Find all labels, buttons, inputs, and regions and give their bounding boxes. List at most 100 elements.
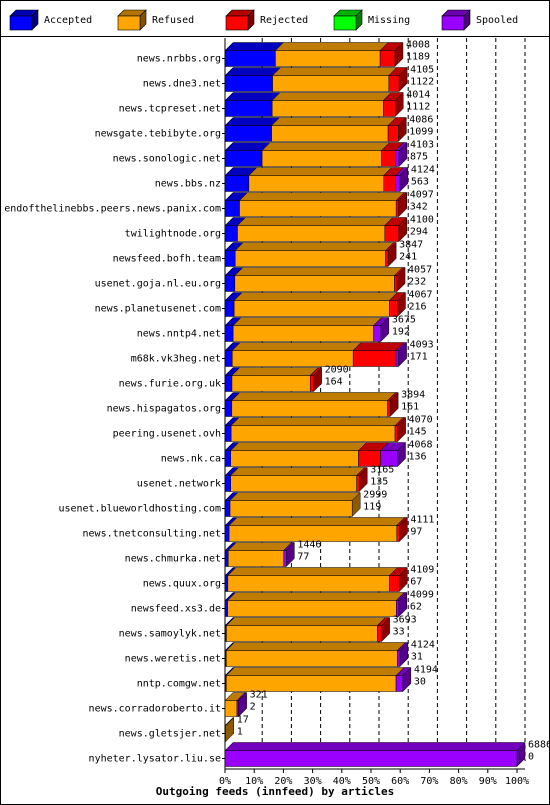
accepted-label: 62 [410,602,422,613]
accepted-label: 192 [392,327,410,338]
bar-top [225,617,386,626]
bar-front [224,450,232,467]
bar-front [395,175,401,192]
bar-segment [388,66,408,93]
bar-front [389,300,398,317]
bar-front [352,350,397,367]
x-tick-label: 100% [505,776,529,787]
accepted-label: 33 [393,627,405,638]
bar-front [227,575,390,592]
bar-segment [225,616,386,643]
bar-segment [233,291,399,318]
total-label: 4093 [410,340,434,351]
bar-front [383,175,396,192]
bar-front [381,150,396,167]
accepted-label: 1112 [406,102,430,113]
bar-front [261,150,382,167]
bar-segment [224,741,526,768]
bar-segment [384,241,397,268]
bar-front [224,125,272,142]
accepted-label: 136 [409,452,427,463]
bar-front [396,600,400,617]
accepted-label: 97 [410,527,422,538]
legend-swatch [9,15,33,31]
bar-segment [394,416,407,443]
bar-top [248,167,393,176]
bar-front [236,700,239,717]
total-label: 3693 [393,615,417,626]
accepted-label: 563 [411,177,429,188]
x-tick-label: 20% [274,776,292,787]
bar-front [224,750,518,767]
bar-front [224,525,230,542]
bar-front [309,375,314,392]
bar-front [224,600,228,617]
bar-front [231,375,311,392]
bar-front [283,550,287,567]
bar-front [224,550,229,567]
bar-segment [376,616,391,643]
x-tick-label: 70% [420,776,438,787]
bar-front [231,400,388,417]
chart-title: Outgoing feeds (innfeed) by articles [156,785,394,798]
total-label: 2090 [325,365,349,376]
bar-front [395,350,399,367]
y-tick-label: news.tnetconsulting.net [83,529,221,540]
bar-front [227,600,397,617]
legend-swatch [117,15,141,31]
bar-segment [395,191,408,218]
y-tick-label: news.nntp4.net [137,329,221,340]
bar-segment [230,416,404,443]
accepted-label: 232 [408,277,426,288]
total-label: 4105 [410,65,434,76]
y-tick-label: endofthelinebbs.peers.news.panix.com [4,204,221,215]
accepted-label: 875 [410,152,428,163]
y-tick-label: news.bbs.nz [155,179,221,190]
total-label: 4067 [408,290,432,301]
bar-top [224,67,282,76]
bar-segment [394,141,408,168]
bar-top [234,242,395,251]
bar-front [395,150,400,167]
legend-item: Spooled [441,9,518,31]
bar-segment [373,316,390,343]
accepted-label: 135 [370,477,388,488]
y-tick-label: usenet.blueworldhosting.com [58,504,221,515]
accepted-label: 0 [528,752,534,763]
bar-top [230,417,404,426]
bar-front [394,425,398,442]
bar-segment [234,241,395,268]
bar-front [380,450,398,467]
accepted-label: 1122 [410,77,434,88]
bar-segment [270,116,397,143]
total-label: 4109 [410,565,434,576]
bar-segment [396,516,408,543]
accepted-label: 31 [411,652,423,663]
bar-front [396,525,400,542]
bar-top [261,142,391,151]
bar-front [275,50,381,67]
bar-segment [395,341,408,368]
legend-label: Missing [368,15,410,26]
bar-segment [229,491,361,518]
x-tick-label: 60% [391,776,409,787]
y-tick-label: news.tcpreset.net [119,104,221,115]
x-tick-label: 30% [304,776,322,787]
bar-front [234,275,395,292]
bar-front [224,500,231,517]
total-label: 4111 [410,515,434,526]
bar-front [224,375,233,392]
accepted-label: 77 [297,552,309,563]
legend-item: Accepted [9,9,92,31]
total-label: 4124 [411,165,435,176]
bar-front [224,575,229,592]
bar-top [352,342,405,351]
total-label: 4008 [406,40,430,51]
bar-segment [236,691,248,718]
y-tick-label: news.planetusenet.com [95,304,221,315]
bar-top [231,392,397,401]
y-tick-label: nyheter.lysator.liu.se [89,754,221,765]
bar-front [387,400,391,417]
bar-front [224,175,250,192]
